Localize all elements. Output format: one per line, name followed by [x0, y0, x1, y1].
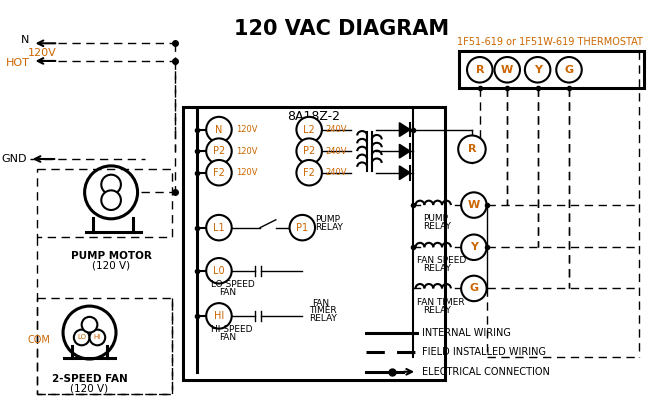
Text: RELAY: RELAY	[423, 264, 451, 273]
Text: (120 V): (120 V)	[70, 383, 109, 393]
Text: 240V: 240V	[326, 147, 347, 155]
Text: FAN TIMER: FAN TIMER	[417, 297, 465, 307]
Text: 8A18Z-2: 8A18Z-2	[287, 110, 340, 123]
Circle shape	[101, 175, 121, 194]
Circle shape	[90, 330, 105, 345]
Text: LO: LO	[77, 334, 86, 341]
Text: N: N	[215, 124, 222, 134]
Text: FAN: FAN	[312, 299, 329, 308]
Text: INTERNAL WIRING: INTERNAL WIRING	[422, 328, 511, 338]
Circle shape	[461, 192, 486, 218]
Circle shape	[101, 190, 121, 210]
Circle shape	[206, 138, 232, 164]
FancyBboxPatch shape	[459, 51, 643, 88]
Circle shape	[82, 317, 97, 333]
Circle shape	[494, 57, 520, 83]
Circle shape	[461, 235, 486, 260]
Circle shape	[467, 57, 492, 83]
Text: FIELD INSTALLED WIRING: FIELD INSTALLED WIRING	[422, 347, 546, 357]
Text: TIMER: TIMER	[309, 306, 337, 316]
Circle shape	[74, 330, 90, 345]
Text: W: W	[468, 200, 480, 210]
Circle shape	[461, 276, 486, 301]
Text: G: G	[564, 65, 574, 75]
Text: L0: L0	[213, 266, 224, 276]
Text: HI SPEED: HI SPEED	[211, 325, 253, 334]
Text: 1F51-619 or 1F51W-619 THERMOSTAT: 1F51-619 or 1F51W-619 THERMOSTAT	[458, 37, 643, 47]
Text: W: W	[501, 65, 513, 75]
Text: PUMP MOTOR: PUMP MOTOR	[70, 251, 151, 261]
Circle shape	[525, 57, 550, 83]
Text: 240V: 240V	[326, 125, 347, 134]
Circle shape	[296, 160, 322, 186]
Circle shape	[289, 215, 315, 241]
Text: RELAY: RELAY	[309, 314, 337, 323]
Circle shape	[206, 117, 232, 142]
Text: 120V: 120V	[236, 147, 257, 155]
Text: FAN: FAN	[219, 288, 236, 297]
Text: PUMP: PUMP	[315, 215, 340, 224]
Polygon shape	[399, 144, 410, 158]
Text: 240V: 240V	[326, 168, 347, 177]
Text: P1: P1	[296, 222, 308, 233]
Text: PUMP: PUMP	[423, 214, 448, 223]
Circle shape	[84, 166, 137, 219]
Text: F2: F2	[213, 168, 225, 178]
Text: RELAY: RELAY	[315, 223, 343, 232]
Text: HI: HI	[214, 311, 224, 321]
Text: GND: GND	[1, 154, 27, 164]
Circle shape	[206, 303, 232, 328]
Circle shape	[206, 258, 232, 284]
Circle shape	[458, 135, 486, 163]
Text: G: G	[469, 283, 478, 293]
Text: F2: F2	[304, 168, 315, 178]
Circle shape	[63, 306, 116, 359]
Text: LO SPEED: LO SPEED	[211, 280, 255, 289]
Text: 120V: 120V	[236, 125, 257, 134]
Text: COM: COM	[27, 335, 50, 345]
Text: R: R	[468, 144, 476, 154]
FancyBboxPatch shape	[183, 107, 446, 380]
Text: HI: HI	[94, 334, 101, 341]
Text: ELECTRICAL CONNECTION: ELECTRICAL CONNECTION	[422, 367, 550, 377]
Text: 120V: 120V	[27, 48, 56, 58]
Text: HOT: HOT	[6, 58, 29, 68]
Polygon shape	[399, 166, 410, 180]
Text: 120 VAC DIAGRAM: 120 VAC DIAGRAM	[234, 19, 449, 39]
Text: P2: P2	[213, 146, 225, 156]
Text: 2-SPEED FAN: 2-SPEED FAN	[52, 374, 127, 384]
Text: 120V: 120V	[236, 168, 257, 177]
Text: Y: Y	[533, 65, 541, 75]
Text: R: R	[476, 65, 484, 75]
Text: N: N	[21, 35, 29, 45]
Text: L1: L1	[213, 222, 224, 233]
Text: Y: Y	[470, 242, 478, 252]
Text: RELAY: RELAY	[423, 305, 451, 315]
Circle shape	[206, 215, 232, 241]
Polygon shape	[399, 123, 410, 137]
Text: L2: L2	[304, 124, 315, 134]
Text: FAN SPEED: FAN SPEED	[417, 256, 466, 266]
Text: FAN: FAN	[219, 333, 236, 342]
Circle shape	[296, 117, 322, 142]
Text: P2: P2	[303, 146, 316, 156]
Text: RELAY: RELAY	[423, 222, 451, 231]
Circle shape	[296, 138, 322, 164]
Circle shape	[556, 57, 582, 83]
Circle shape	[206, 160, 232, 186]
Text: (120 V): (120 V)	[92, 261, 130, 271]
